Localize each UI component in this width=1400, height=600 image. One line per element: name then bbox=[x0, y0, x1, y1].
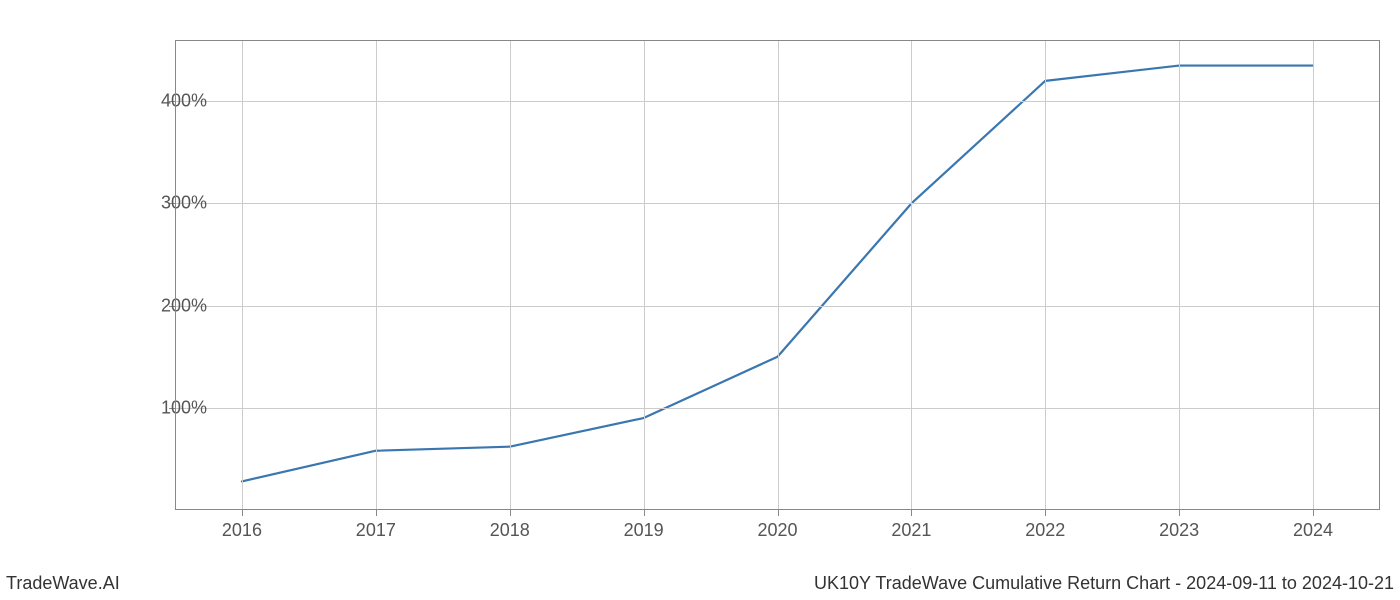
grid-line-horizontal bbox=[175, 408, 1380, 409]
grid-line-horizontal bbox=[175, 203, 1380, 204]
chart-container: 201620172018201920202021202220232024100%… bbox=[0, 0, 1400, 600]
footer-right-label: UK10Y TradeWave Cumulative Return Chart … bbox=[814, 573, 1394, 594]
axis-spine bbox=[175, 40, 176, 510]
x-tick-label: 2024 bbox=[1293, 520, 1333, 541]
x-tick-mark bbox=[1179, 510, 1180, 516]
grid-line-vertical bbox=[242, 40, 243, 510]
x-tick-label: 2022 bbox=[1025, 520, 1065, 541]
x-tick-label: 2023 bbox=[1159, 520, 1199, 541]
grid-line-horizontal bbox=[175, 306, 1380, 307]
grid-line-vertical bbox=[644, 40, 645, 510]
x-tick-label: 2016 bbox=[222, 520, 262, 541]
grid-line-vertical bbox=[1179, 40, 1180, 510]
x-tick-mark bbox=[1313, 510, 1314, 516]
footer-left-label: TradeWave.AI bbox=[6, 573, 120, 594]
plot-area: 201620172018201920202021202220232024100%… bbox=[175, 40, 1380, 510]
x-tick-mark bbox=[911, 510, 912, 516]
x-tick-label: 2017 bbox=[356, 520, 396, 541]
x-tick-label: 2018 bbox=[490, 520, 530, 541]
x-tick-mark bbox=[778, 510, 779, 516]
grid-line-vertical bbox=[778, 40, 779, 510]
axis-spine bbox=[175, 40, 1380, 41]
grid-line-vertical bbox=[1313, 40, 1314, 510]
x-tick-label: 2019 bbox=[624, 520, 664, 541]
grid-line-vertical bbox=[510, 40, 511, 510]
axis-spine bbox=[1379, 40, 1380, 510]
x-tick-label: 2020 bbox=[757, 520, 797, 541]
grid-line-vertical bbox=[911, 40, 912, 510]
x-tick-label: 2021 bbox=[891, 520, 931, 541]
x-tick-mark bbox=[1045, 510, 1046, 516]
axis-spine bbox=[175, 509, 1380, 510]
x-tick-mark bbox=[242, 510, 243, 516]
x-tick-mark bbox=[376, 510, 377, 516]
grid-line-horizontal bbox=[175, 101, 1380, 102]
x-tick-mark bbox=[644, 510, 645, 516]
x-tick-mark bbox=[510, 510, 511, 516]
grid-line-vertical bbox=[376, 40, 377, 510]
grid-line-vertical bbox=[1045, 40, 1046, 510]
